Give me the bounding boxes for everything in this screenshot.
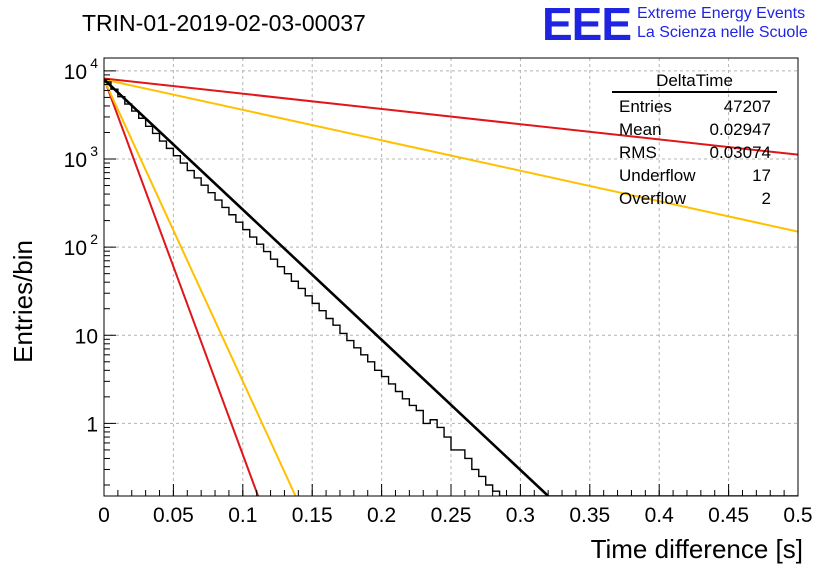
stats-row-overflow: Overflow 2 [619, 189, 771, 208]
stats-row-mean: Mean 0.02947 [619, 120, 771, 139]
x-tick-label: 0.35 [569, 504, 610, 527]
eee-logo: EEE [542, 0, 632, 50]
x-tick-label: 0.45 [708, 504, 749, 527]
y-tick-label: 1 [86, 413, 98, 436]
y-tick-label: 10 [64, 237, 87, 260]
stats-title: DeltaTime [656, 71, 733, 90]
x-tick-label: 0.25 [431, 504, 472, 527]
y-tick-label: 10 [75, 325, 98, 348]
decay-curve-3 [104, 78, 260, 496]
stats-box: DeltaTime Entries 47207 Mean 0.02947 RMS 0.… [612, 70, 777, 210]
y-tick-label: 10 [64, 149, 87, 172]
decay-curve-2 [104, 78, 798, 233]
x-tick-label: 0.3 [506, 504, 535, 527]
y-tick-exponent: 4 [90, 55, 98, 71]
decay-curve-1 [104, 77, 798, 156]
x-tick-label: 0.4 [645, 504, 675, 527]
x-axis-label: Time difference [s] [590, 534, 803, 564]
y-axis-label: Entries/bin [8, 240, 38, 363]
x-tick-label: 0.05 [153, 504, 194, 527]
x-tick-label: 0.5 [783, 504, 812, 527]
y-tick-exponent: 3 [90, 143, 98, 159]
x-tick-label: 0 [98, 504, 110, 527]
stats-row-rms: RMS 0.03074 [619, 143, 771, 162]
stats-row-underflow: Underflow 17 [619, 166, 771, 185]
x-tick-label: 0.1 [228, 504, 257, 527]
stats-row-entries: Entries 47207 [619, 97, 771, 116]
decay-curve-4 [104, 79, 297, 496]
stats-divider [612, 91, 777, 93]
histogram [104, 81, 798, 496]
plot-title: TRIN-01-2019-02-03-00037 [82, 10, 366, 36]
y-tick-exponent: 2 [90, 231, 98, 247]
logo-caption-line1: Extreme Energy Events [637, 5, 806, 22]
x-tick-label: 0.2 [367, 504, 396, 527]
y-tick-label: 10 [64, 61, 87, 84]
exponential-fit-line [104, 78, 550, 496]
logo-caption-line2: La Scienza nelle Scuole [637, 24, 808, 41]
x-tick-label: 0.15 [292, 504, 333, 527]
